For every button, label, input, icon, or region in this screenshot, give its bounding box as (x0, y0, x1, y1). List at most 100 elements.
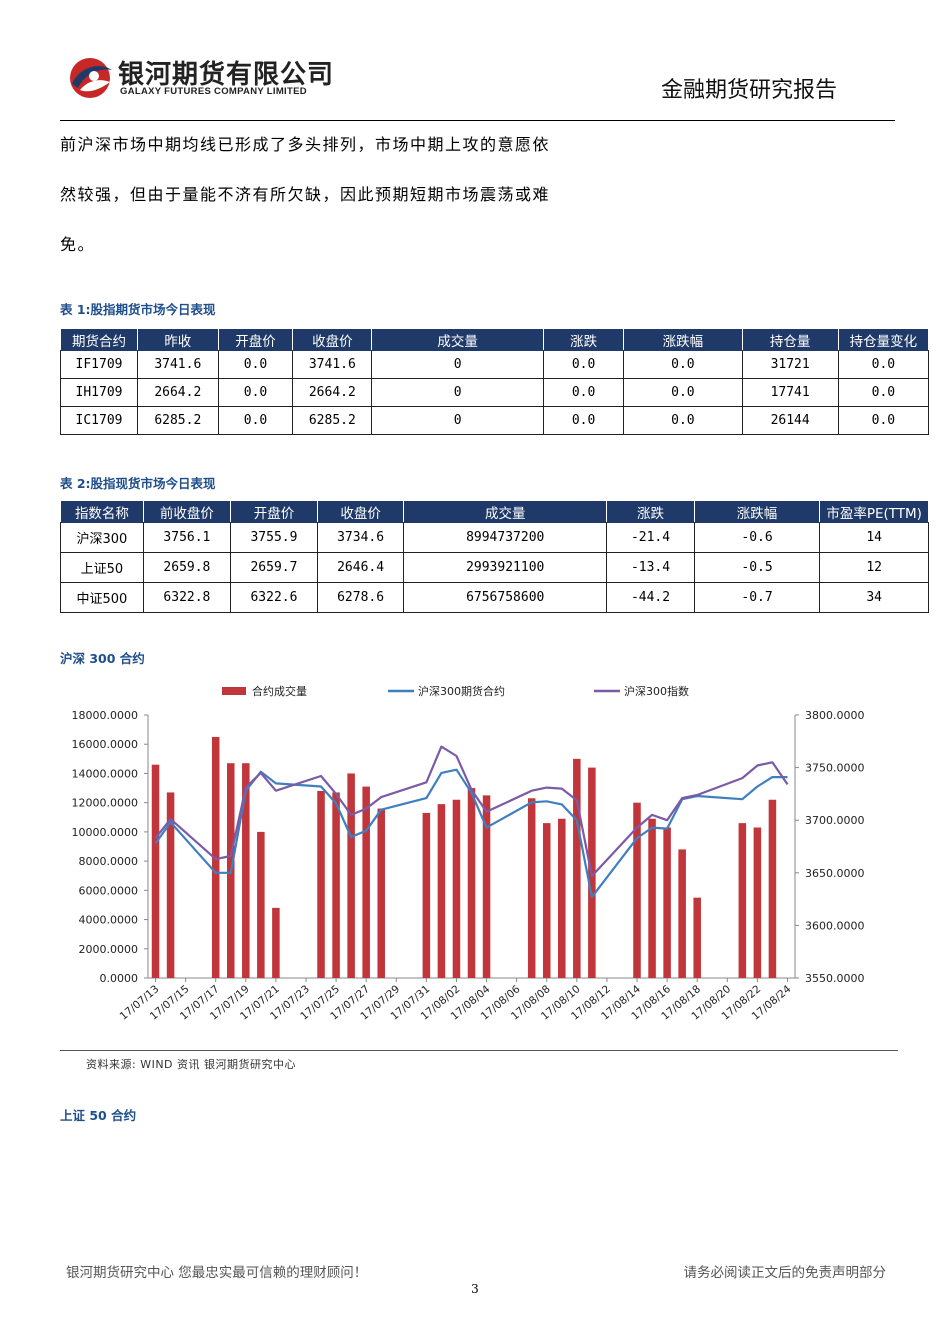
volume-bar (527, 798, 536, 978)
hs300-chart: 0.0000 2000.0000 4000.0000 6000.0000 8000.00… (60, 675, 898, 1050)
table-header-cell: 开盘价 (229, 500, 319, 523)
volume-bar (663, 827, 671, 978)
table-cell: 6756758600 (403, 582, 608, 613)
table-header-cell: 昨收 (137, 328, 219, 351)
volume-bar (317, 790, 325, 978)
legend-label: 合约成交量 (252, 684, 307, 698)
hs300-chart-svg: 0.0000 2000.0000 4000.0000 6000.0000 8000.00… (72, 684, 865, 1023)
left-axis-tick-label: 12000.0000 (72, 797, 138, 810)
left-axis-tick-label: 0.0000 (100, 972, 139, 985)
table1-caption: 表 1:股指期货市场今日表现 (60, 302, 216, 317)
table-cell: 0.0 (542, 378, 625, 407)
table-cell: -13.4 (606, 552, 695, 583)
table-cell: 2659.8 (142, 552, 231, 583)
volume-bar (257, 831, 265, 978)
table-cell: 0.0 (837, 350, 930, 379)
left-axis-tick-label: 6000.0000 (79, 884, 139, 897)
volume-bar (377, 808, 385, 978)
right-axis-tick-label: 3600.0000 (805, 919, 865, 932)
table-cell: 6322.6 (229, 582, 319, 613)
volume-bar (558, 818, 566, 978)
table-cell: 3734.6 (316, 522, 405, 553)
table-header-cell: 涨跌 (542, 328, 625, 351)
table-cell: 3741.6 (137, 350, 219, 379)
table-cell: 12 (819, 552, 929, 583)
paragraph-line-1: 前沪深市场中期均线已形成了多头排列，市场中期上攻的意愿依 (60, 135, 551, 154)
table-cell: 0 (371, 378, 544, 407)
table-cell: 0.0 (542, 350, 625, 379)
row-label-cell: 中证500 (60, 582, 144, 613)
volume-bar (633, 802, 641, 978)
table-cell: 6322.8 (142, 582, 231, 613)
volume-bar (242, 763, 250, 978)
company-name-cn: 银河期货有限公司 (118, 60, 335, 90)
table-cell: 0.0 (837, 378, 930, 407)
page-header: 银河期货有限公司 GALAXY FUTURES COMPANY LIMITED … (60, 48, 895, 121)
volume-bar (347, 773, 355, 978)
table-header-cell: 成交量 (403, 500, 608, 523)
table-row: 中证500 6322.8 6322.6 6278.6 6756758600 -44.2 -0… (60, 582, 929, 613)
left-axis-tick-label: 4000.0000 (79, 914, 139, 927)
volume-bar (753, 827, 762, 978)
table-header-cell: 市盈率PE(TTM) (819, 500, 929, 523)
table-cell: 2664.2 (137, 378, 219, 407)
table-cell: 0.0 (217, 378, 294, 407)
footer-left: 银河期货研究中心 您最忠实最可信赖的理财顾问！ (66, 1265, 368, 1281)
row-label-cell: IC1709 (60, 406, 138, 435)
left-axis-tick-label: 14000.0000 (72, 767, 138, 780)
table-header-cell: 收盘价 (292, 328, 373, 351)
table-cell: 0 (371, 350, 544, 379)
table-cell: 0.0 (623, 378, 743, 407)
table-cell: 2664.2 (292, 378, 373, 407)
table-cell: -44.2 (606, 582, 695, 613)
volume-bar (648, 818, 656, 978)
volume-bar (437, 804, 446, 978)
index-table: 指数名称 前收盘价 开盘价 收盘价 成交量 涨跌 涨跌幅 市盈率PE(TTM) … (60, 500, 929, 613)
chart-caption: 沪深 300 合约 (60, 651, 145, 666)
company-name-en: GALAXY FUTURES COMPANY LIMITED (120, 86, 307, 97)
table-cell: 0.0 (217, 350, 294, 379)
volume-bar (482, 795, 491, 978)
table-cell: 0.0 (837, 406, 930, 435)
table-cell: 2659.7 (229, 552, 319, 583)
volume-bar (452, 799, 461, 978)
legend-label: 沪深300指数 (624, 684, 689, 698)
volume-bar (467, 788, 476, 978)
table-cell: -0.7 (693, 582, 821, 613)
table-cell: 8994737200 (403, 522, 608, 553)
table-header-cell: 前收盘价 (142, 500, 231, 523)
section2-title: 上证 50 合约 (60, 1108, 137, 1123)
right-axis-tick-label: 3700.0000 (805, 814, 865, 827)
table-row: IH1709 2664.2 0.0 2664.2 0 0.0 0.0 17741 0.0 (60, 378, 930, 407)
table-header-cell: 开盘价 (217, 328, 294, 351)
table-cell: 6278.6 (316, 582, 405, 613)
table-cell: 0 (371, 406, 544, 435)
futures-table: 期货合约 昨收 开盘价 收盘价 成交量 涨跌 涨跌幅 持仓量 持仓量变化 IF1… (60, 328, 930, 435)
volume-bar (422, 812, 431, 978)
legend-swatch-bar (222, 687, 246, 695)
volume-bar (693, 897, 701, 978)
table-cell: 17741 (741, 378, 839, 407)
table-cell: -0.6 (693, 522, 821, 553)
divider (60, 1050, 898, 1051)
row-label-cell: 沪深300 (60, 522, 144, 553)
table-cell: -0.5 (693, 552, 821, 583)
table-cell: 14 (819, 522, 929, 553)
legend-label: 沪深300期货合约 (418, 684, 505, 698)
right-axis-tick-label: 3750.0000 (805, 762, 865, 775)
volume-bar (678, 849, 686, 978)
row-label-cell: IH1709 (60, 378, 138, 407)
table-row: IC1709 6285.2 0.0 6285.2 0 0.0 0.0 26144 0.0 (60, 406, 930, 435)
volume-bar (272, 907, 280, 978)
table-cell: 0.0 (542, 406, 625, 435)
table-header-cell: 涨跌幅 (693, 500, 821, 523)
row-label-cell: IF1709 (60, 350, 138, 379)
table-row: IF1709 3741.6 0.0 3741.6 0 0.0 0.0 31721 0.0 (60, 350, 930, 379)
right-axis-tick-label: 3650.0000 (805, 867, 865, 880)
table-cell: 6285.2 (137, 406, 219, 435)
left-axis-tick-label: 8000.0000 (79, 855, 139, 868)
table-header-cell: 涨跌 (606, 500, 695, 523)
table-cell: 26144 (741, 406, 839, 435)
table-header-cell: 期货合约 (60, 328, 138, 351)
table-cell: 0.0 (217, 406, 294, 435)
